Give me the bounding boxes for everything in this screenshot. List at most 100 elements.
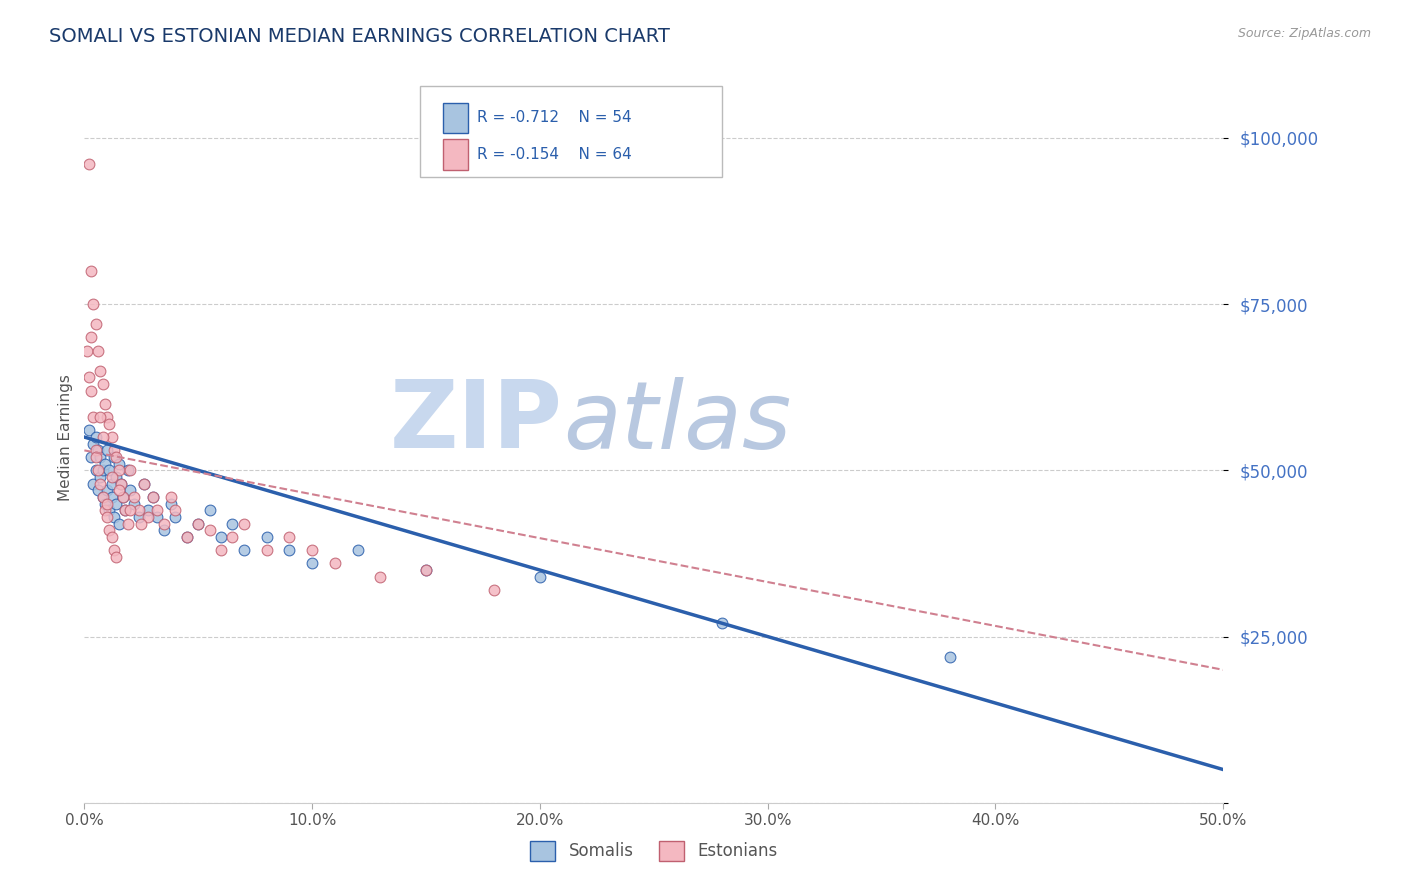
Point <box>98 523 121 537</box>
Point <box>323 557 346 571</box>
Point <box>100 430 122 444</box>
Point <box>105 549 128 564</box>
Point <box>98 417 121 431</box>
Point <box>153 523 176 537</box>
Point <box>232 543 254 558</box>
Point <box>105 470 128 484</box>
Point <box>112 490 135 504</box>
Point <box>198 503 221 517</box>
Point <box>89 470 111 484</box>
Point <box>91 490 114 504</box>
Point <box>232 516 254 531</box>
Point <box>94 397 117 411</box>
Point <box>80 264 103 278</box>
Point <box>124 490 146 504</box>
Y-axis label: Median Earnings: Median Earnings <box>58 374 73 500</box>
Text: SOMALI VS ESTONIAN MEDIAN EARNINGS CORRELATION CHART: SOMALI VS ESTONIAN MEDIAN EARNINGS CORRE… <box>49 27 671 45</box>
Point <box>80 384 103 398</box>
Text: R = -0.712    N = 54: R = -0.712 N = 54 <box>477 111 631 126</box>
Point <box>107 457 129 471</box>
Point <box>80 330 103 344</box>
Point <box>84 450 107 464</box>
Point <box>256 530 278 544</box>
Point <box>87 343 110 358</box>
Point <box>136 503 159 517</box>
Point <box>105 450 128 464</box>
Point <box>132 476 155 491</box>
Point <box>160 497 183 511</box>
Point <box>142 490 165 504</box>
Point <box>165 509 187 524</box>
Point <box>529 570 551 584</box>
Point <box>107 463 129 477</box>
Point <box>105 497 128 511</box>
Point <box>132 476 155 491</box>
Point <box>118 483 141 498</box>
Point <box>84 443 107 458</box>
Point <box>118 463 141 477</box>
Point <box>94 497 117 511</box>
Point <box>77 370 100 384</box>
Point <box>96 483 118 498</box>
Point <box>96 497 118 511</box>
Point <box>89 410 111 425</box>
Point <box>301 557 323 571</box>
Point <box>100 476 122 491</box>
Point <box>100 470 122 484</box>
Point <box>94 457 117 471</box>
FancyBboxPatch shape <box>420 86 723 178</box>
Point <box>107 516 129 531</box>
Point <box>187 516 209 531</box>
Point <box>176 530 198 544</box>
Point <box>103 443 125 458</box>
Point <box>278 530 301 544</box>
Point <box>89 476 111 491</box>
Point <box>176 530 198 544</box>
Point <box>94 503 117 517</box>
Point <box>153 516 176 531</box>
Point <box>124 497 146 511</box>
Point <box>415 563 437 577</box>
Point <box>187 516 209 531</box>
Point <box>84 430 107 444</box>
Point <box>117 516 139 531</box>
FancyBboxPatch shape <box>443 103 468 133</box>
Point <box>136 509 159 524</box>
Point <box>221 516 243 531</box>
Point <box>91 376 114 391</box>
Point <box>256 543 278 558</box>
Point <box>77 424 100 438</box>
Point <box>370 570 392 584</box>
Point <box>77 157 100 171</box>
Point <box>221 530 243 544</box>
Point <box>128 509 150 524</box>
Point <box>131 516 153 531</box>
Point <box>91 490 114 504</box>
Point <box>84 317 107 331</box>
Point <box>91 430 114 444</box>
Point <box>112 490 135 504</box>
Point <box>82 297 104 311</box>
Point <box>165 503 187 517</box>
Point <box>118 503 141 517</box>
Point <box>107 483 129 498</box>
Point <box>198 523 221 537</box>
Point <box>91 463 114 477</box>
Point <box>142 490 165 504</box>
Point <box>100 490 122 504</box>
Point <box>103 509 125 524</box>
Point <box>415 563 437 577</box>
Point <box>939 649 962 664</box>
Point <box>114 503 136 517</box>
Point <box>110 476 132 491</box>
Point <box>96 509 118 524</box>
Point <box>278 543 301 558</box>
Point <box>82 476 104 491</box>
Text: Source: ZipAtlas.com: Source: ZipAtlas.com <box>1237 27 1371 40</box>
Point <box>80 450 103 464</box>
FancyBboxPatch shape <box>443 139 468 170</box>
Point <box>82 410 104 425</box>
Point <box>87 483 110 498</box>
Point <box>89 363 111 377</box>
Point <box>711 616 734 631</box>
